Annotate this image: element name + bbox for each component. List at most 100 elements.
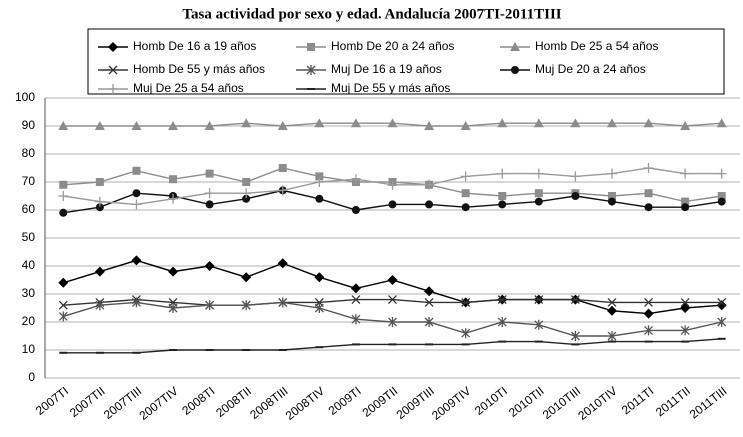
marker-part [717,197,726,206]
marker [681,203,690,212]
marker [314,303,324,313]
legend-label: Homb De 25 a 54 años [535,39,658,53]
marker-part [424,121,435,130]
marker [607,192,616,200]
marker [680,303,691,313]
marker-part [497,295,507,305]
marker-part [607,331,617,341]
marker [205,200,214,209]
marker-part [461,189,470,198]
marker-part [644,203,653,212]
x-tick-label: 2011TII [653,384,693,420]
marker [497,317,507,327]
y-tick-label: 20 [22,314,36,328]
x-tick-label: 2009TI [326,384,364,418]
marker [205,300,215,311]
marker [277,121,288,130]
marker [388,295,397,305]
y-tick-label: 10 [22,342,36,356]
marker [643,308,654,319]
marker-part [511,66,519,74]
y-tick-label: 70 [22,174,36,188]
marker-part [168,266,179,277]
marker-part [607,192,616,200]
marker-part [681,197,690,206]
marker [717,317,727,327]
marker [606,118,617,128]
marker-part [716,118,727,128]
marker-part [205,300,215,311]
x-tick-label: 2007TII [67,384,108,420]
marker [58,311,68,322]
marker-part [387,118,398,128]
marker-part [350,174,361,185]
marker [94,196,105,207]
x-tick-label: 2010TII [506,384,547,420]
marker [241,300,251,311]
marker-part [58,277,69,288]
legend-label: Muj De 25 a 54 años [133,81,244,95]
marker-part [497,317,507,327]
marker [58,191,69,201]
marker-part [388,295,397,305]
marker-part [94,266,105,277]
marker-part [204,121,215,130]
marker [314,118,325,128]
marker-part [498,192,507,200]
marker [717,192,726,200]
marker-part [387,179,398,190]
marker-part [131,255,142,266]
legend-label: Muj De 20 a 24 años [535,62,646,76]
marker [716,168,727,179]
marker [94,121,105,130]
marker-part [315,172,324,181]
marker [95,203,104,212]
marker-part [534,197,543,206]
marker [681,197,690,206]
marker-part [131,199,142,210]
marker-part [132,189,141,198]
marker [460,121,471,130]
marker-part [351,295,361,305]
marker [241,272,252,283]
marker [717,297,727,307]
x-tick-label: 2011TI [619,384,656,417]
marker [131,297,141,308]
marker [315,172,324,181]
marker [58,121,69,130]
y-tick-label: 0 [28,370,35,384]
marker [534,189,543,198]
y-tick-label: 90 [22,118,36,132]
marker [277,258,288,269]
marker [424,297,434,307]
marker-part [387,275,398,285]
marker-part [307,43,315,51]
marker [497,168,508,179]
y-tick-label: 100 [15,90,35,104]
marker [204,121,215,130]
marker-part [350,283,361,294]
marker [204,188,215,199]
marker-part [315,194,324,203]
marker [59,180,68,189]
marker [498,192,507,200]
legend-label: Muj De 55 y más años [331,81,450,95]
marker-part [425,200,434,209]
marker-part [680,168,691,179]
marker-part [59,180,68,189]
chart-title: Tasa actividad por sexo y edad. Andalucí… [182,6,561,22]
marker [315,194,324,203]
marker-part [644,189,653,198]
marker-part [95,203,104,212]
marker-part [643,163,654,173]
marker-part [131,297,141,308]
marker-part [424,297,434,307]
marker-part [644,325,654,336]
x-tick-label: 2010TIV [575,384,619,423]
marker-part [606,305,617,316]
marker-part [278,297,288,308]
marker-part [58,121,69,130]
marker [424,317,434,327]
marker-part [424,179,435,190]
